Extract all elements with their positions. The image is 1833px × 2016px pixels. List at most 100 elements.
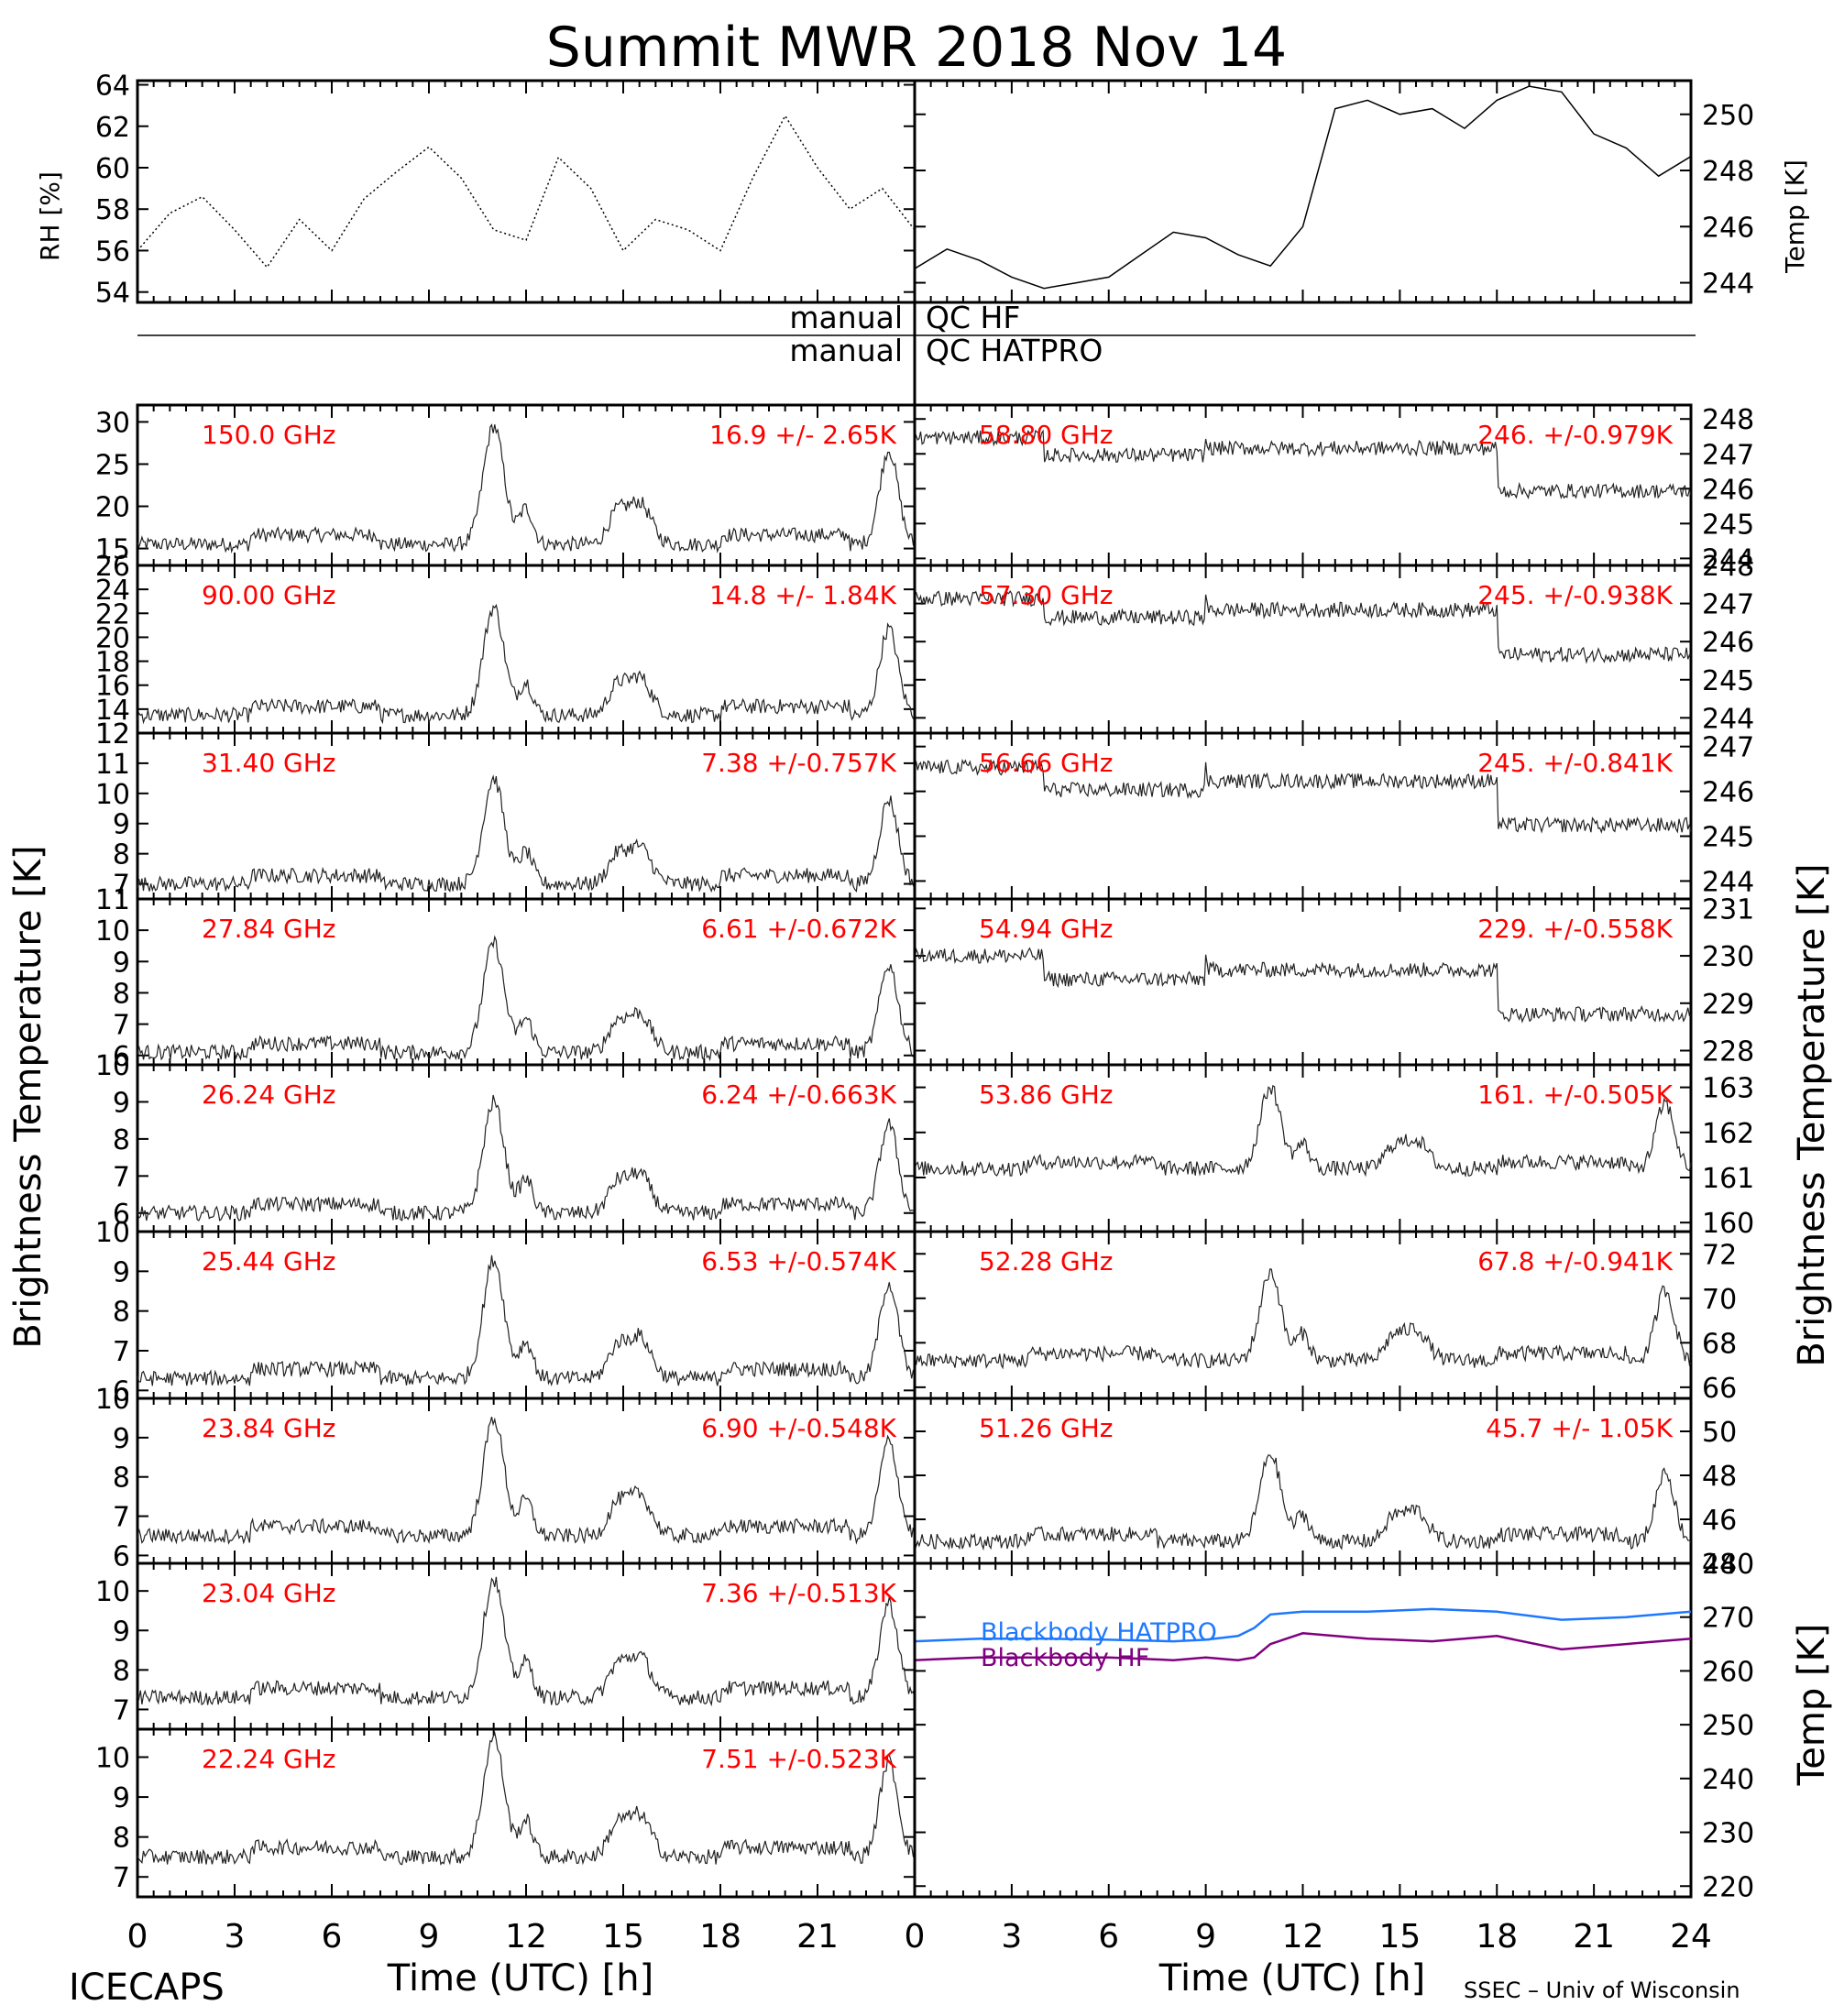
qc-hatpro-right-label: QC HATPRO xyxy=(926,333,1103,368)
right-xtick-label: 9 xyxy=(1195,1918,1216,1956)
right-panel-0-ytick-label: 248 xyxy=(1702,404,1754,436)
left-panel-4-trace xyxy=(137,1094,916,1222)
left-panel-0-trace xyxy=(137,423,916,554)
right-panel-6-ytick-label: 48 xyxy=(1702,1461,1737,1493)
left-panel-3-ytick-label: 6 xyxy=(113,1041,130,1073)
right-panel-2-ytick-label: 247 xyxy=(1702,732,1754,764)
left-panel-6-ytick-label: 6 xyxy=(113,1540,130,1572)
qc-hatpro-left-label: manual xyxy=(789,333,903,368)
right-panel-3-ytick-label: 229 xyxy=(1702,989,1754,1021)
left-panel-5-stats-label: 6.53 +/-0.574K xyxy=(701,1246,896,1276)
right-xtick-label: 21 xyxy=(1573,1918,1615,1956)
right-panel-1-freq-label: 57.30 GHz xyxy=(979,580,1114,610)
blackbody-ytick-label: 240 xyxy=(1702,1764,1754,1796)
left-panel-8-ytick-label: 9 xyxy=(113,1782,130,1814)
left-panel-1-ytick-label: 16 xyxy=(95,671,130,703)
right-panel-6-ytick-label: 50 xyxy=(1702,1417,1737,1449)
right-panel-5-ytick-label: 68 xyxy=(1702,1328,1737,1360)
right-panel-1-ytick-label: 246 xyxy=(1702,627,1754,659)
left-panel-0-ytick-label: 25 xyxy=(95,449,130,481)
right-panel-4-ytick-label: 161 xyxy=(1702,1163,1754,1195)
left-panel-8-stats-label: 7.51 +/-0.523K xyxy=(701,1744,896,1774)
left-xtick-label: 12 xyxy=(505,1918,547,1956)
right-panel-5-freq-label: 52.28 GHz xyxy=(979,1246,1114,1276)
rh-ytick-label: 62 xyxy=(95,112,130,144)
left-panel-6-trace xyxy=(137,1417,916,1545)
left-panel-3-stats-label: 6.61 +/-0.672K xyxy=(701,914,896,944)
left-panel-2-ytick-label: 7 xyxy=(113,870,130,902)
blackbody-series-0 xyxy=(914,1607,1692,1643)
rh-series-line xyxy=(137,114,916,268)
left-xtick-label: 18 xyxy=(699,1918,741,1956)
left-panel-4-freq-label: 26.24 GHz xyxy=(202,1079,336,1110)
rh-ytick-label: 56 xyxy=(95,236,130,268)
blackbody-ytick-label: 220 xyxy=(1702,1871,1754,1903)
left-panel-6-freq-label: 23.84 GHz xyxy=(202,1413,336,1443)
right-panel-2-stats-label: 245. +/-0.841K xyxy=(1477,748,1673,778)
right-panel-2-freq-label: 56.66 GHz xyxy=(979,748,1114,778)
left-axis-label: Brightness Temperature [K] xyxy=(7,845,49,1348)
left-panel-1-ytick-label: 20 xyxy=(95,622,130,654)
left-panel-7-ytick-label: 10 xyxy=(95,1576,130,1608)
temp-ytick-label: 244 xyxy=(1702,268,1754,301)
blackbody-ytick-label: 280 xyxy=(1702,1549,1754,1581)
left-panel-1-ytick-label: 24 xyxy=(95,575,130,607)
right-panel-0-stats-label: 246. +/-0.979K xyxy=(1477,420,1673,450)
right-panel-1-ytick-label: 245 xyxy=(1702,665,1754,697)
right-panel-6-ytick-label: 46 xyxy=(1702,1505,1737,1537)
left-panel-1-stats-label: 14.8 +/- 1.84K xyxy=(709,580,896,610)
left-panel-4-ytick-label: 6 xyxy=(113,1199,130,1231)
right-panel-3-ytick-label: 230 xyxy=(1702,941,1754,973)
left-panel-8-ytick-label: 8 xyxy=(113,1823,130,1855)
left-panel-3-ytick-label: 7 xyxy=(113,1010,130,1042)
left-xtick-label: 3 xyxy=(225,1918,246,1956)
right-panel-0-ytick-label: 247 xyxy=(1702,439,1754,471)
left-panel-4-ytick-label: 9 xyxy=(113,1087,130,1119)
qc-hf-left-label: manual xyxy=(789,300,903,335)
right-xtick-label: 18 xyxy=(1476,1918,1518,1956)
right-xtick-label: 15 xyxy=(1378,1918,1421,1956)
right-panel-5-ytick-label: 70 xyxy=(1702,1284,1737,1316)
right-xtick-label: 0 xyxy=(905,1918,926,1956)
left-panel-2-ytick-label: 8 xyxy=(113,839,130,871)
left-panel-8-ytick-label: 10 xyxy=(95,1743,130,1775)
right-panel-5-ytick-label: 66 xyxy=(1702,1373,1737,1405)
rh-panel xyxy=(136,79,916,304)
left-panel-2-ytick-label: 12 xyxy=(95,718,130,751)
left-panel-4-stats-label: 6.24 +/-0.663K xyxy=(701,1079,896,1110)
footer-left: ICECAPS xyxy=(69,1967,225,2009)
right-xtick-label: 3 xyxy=(1001,1918,1022,1956)
right-panel-1-ytick-label: 248 xyxy=(1702,551,1754,583)
right-panel-6-stats-label: 45.7 +/- 1.05K xyxy=(1486,1413,1673,1443)
left-panel-3-freq-label: 27.84 GHz xyxy=(202,914,336,944)
right-panel-2-ytick-label: 245 xyxy=(1702,822,1754,854)
left-panel-1-ytick-label: 26 xyxy=(95,551,130,583)
temp-ytick-label: 248 xyxy=(1702,156,1754,188)
right-panel-0-trace xyxy=(914,429,1692,500)
left-panel-1-freq-label: 90.00 GHz xyxy=(202,580,336,610)
right-panel-2-ytick-label: 244 xyxy=(1702,866,1754,898)
left-panel-3-trace xyxy=(137,935,916,1062)
left-panel-2-ytick-label: 10 xyxy=(95,779,130,811)
right-xtick-label: 24 xyxy=(1670,1918,1712,1956)
left-panel-0-ytick-label: 20 xyxy=(95,492,130,524)
right-panel-6-trace xyxy=(914,1454,1692,1551)
left-panel-1-ytick-label: 12 xyxy=(95,718,130,751)
left-panel-4-ytick-label: 8 xyxy=(113,1124,130,1156)
left-panel-1-ytick-label: 22 xyxy=(95,598,130,630)
right-panel-3-stats-label: 229. +/-0.558K xyxy=(1477,914,1673,944)
temp-ytick-label: 250 xyxy=(1702,100,1754,132)
left-panel-6-ytick-label: 7 xyxy=(113,1502,130,1534)
left-panel-7-stats-label: 7.36 +/-0.513K xyxy=(701,1578,896,1608)
right-panel-4-ytick-label: 162 xyxy=(1702,1118,1754,1150)
right-panel-3-freq-label: 54.94 GHz xyxy=(979,914,1114,944)
left-panel-7-ytick-label: 8 xyxy=(113,1655,130,1687)
left-panel-5-trace xyxy=(137,1255,916,1386)
right-panel-0-freq-label: 58.80 GHz xyxy=(979,420,1114,450)
left-panel-2-stats-label: 7.38 +/-0.757K xyxy=(701,748,896,778)
left-xlabel: Time (UTC) [h] xyxy=(387,1957,653,2000)
rh-ytick-label: 60 xyxy=(95,153,130,185)
right-panel-4-ytick-label: 163 xyxy=(1702,1073,1754,1105)
